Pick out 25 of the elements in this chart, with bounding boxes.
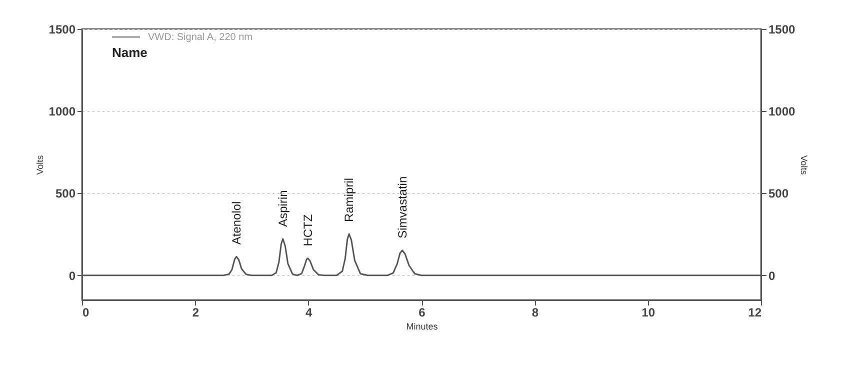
annotation: Simvastatin — [395, 176, 410, 238]
x-tick-label: 2 — [192, 306, 200, 320]
y-tick-label: 0 — [68, 268, 76, 283]
annotation: Atenolol — [229, 201, 244, 245]
y2-tick-label: 0 — [768, 268, 776, 283]
legend-label: VWD: Signal A, 220 nm — [148, 32, 252, 43]
x-tick-label: 8 — [532, 306, 539, 320]
y2-tick-label: 1000 — [768, 104, 796, 119]
y-axis-title: Volts — [34, 154, 45, 175]
x-tick-label: 10 — [642, 306, 656, 320]
annotation: HCTZ — [300, 214, 315, 246]
y-tick-label: 1000 — [48, 104, 76, 119]
y2-tick-label: 1500 — [768, 22, 796, 36]
x-tick-label: 0 — [82, 306, 90, 320]
y2-axis-title: Volts — [799, 155, 810, 176]
x-tick-label: 6 — [418, 306, 426, 320]
y-tick-label: 500 — [55, 186, 76, 201]
x-tick-label: 12 — [748, 306, 762, 320]
annotation: Aspirin — [276, 190, 290, 227]
x-tick-label: 4 — [305, 306, 312, 320]
annotation: Name — [112, 45, 148, 60]
annotation: Ramipril — [342, 178, 356, 222]
y2-tick-label: 500 — [768, 186, 789, 201]
x-axis-title: Minutes — [406, 322, 438, 332]
y-tick-label: 1500 — [48, 22, 76, 36]
